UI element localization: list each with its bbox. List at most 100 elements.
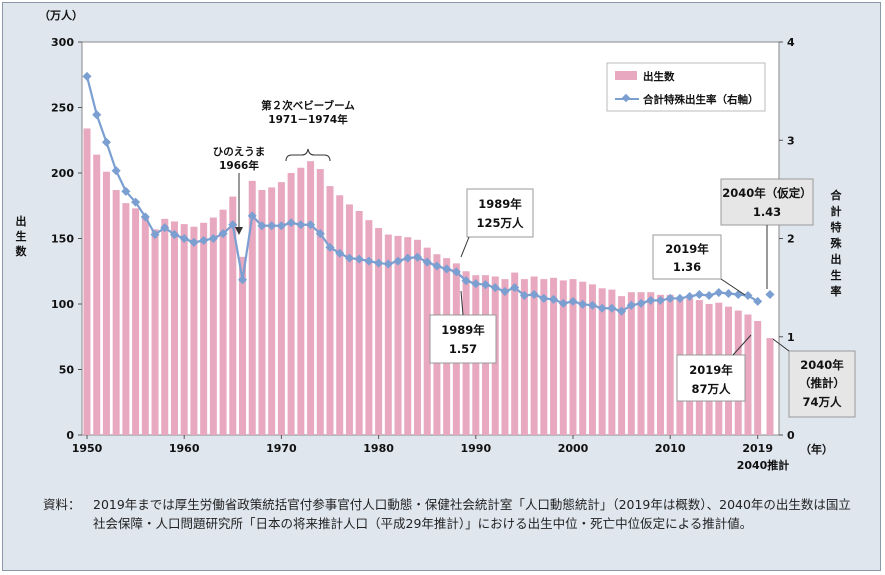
svg-text:率: 率 (831, 284, 842, 298)
bar-1950 (83, 128, 91, 435)
tfr-point-1971 (286, 218, 296, 228)
tfr-point-1964 (218, 229, 228, 239)
y2-tick-label: 4 (787, 36, 795, 49)
bar-1952 (102, 171, 110, 435)
left-unit-label: （万人） (39, 8, 83, 22)
bar-1993 (501, 279, 509, 435)
bar-2002 (588, 284, 596, 435)
svg-text:生: 生 (16, 229, 27, 243)
bar-1982 (394, 235, 402, 435)
source-text: 2019年までは厚生労働省政策統括官付参事官付人口動態・保健社会統計室「人口動態… (93, 497, 851, 531)
bar-1955 (132, 208, 140, 435)
x-tick-label: 1950 (72, 442, 103, 455)
bar-1981 (384, 234, 392, 435)
y-tick-label: 250 (51, 102, 74, 115)
bar-1956 (141, 216, 149, 435)
tfr-point-1961 (189, 237, 199, 247)
tfr-point-2011 (675, 293, 685, 303)
annotation-babyboom: 第２次ベビーブーム 1971－1974年 (261, 99, 355, 162)
svg-text:125万人: 125万人 (476, 216, 524, 230)
source-note: 資料： 2019年までは厚生労働省政策統括官付参事官付人口動態・保健社会統計室「… (43, 495, 863, 533)
bar-1958 (161, 218, 169, 435)
x-tick-2040: 2040推計 (737, 458, 790, 472)
babyboom-line2: 1971－1974年 (268, 113, 348, 126)
bar-2005 (618, 296, 626, 435)
tfr-point-2005 (617, 306, 627, 316)
legend-label-births: 出生数 (643, 70, 675, 83)
hinoeuma-line2: 1966年 (219, 159, 259, 172)
tfr-point-1952 (101, 137, 111, 147)
bar-2003 (598, 288, 606, 435)
annotation-hinoeuma: ひのえうま 1966年 (213, 146, 265, 235)
bar-1963 (209, 217, 217, 435)
y-tick-label: 0 (66, 429, 74, 442)
bar-1960 (180, 224, 188, 435)
bar-1974 (316, 169, 324, 435)
bar-2007 (637, 292, 645, 435)
x-unit-label: （年） (800, 442, 833, 456)
svg-text:2019年: 2019年 (665, 242, 709, 256)
svg-text:（推計）: （推計） (799, 376, 845, 390)
bar-1998 (550, 277, 558, 435)
bar-1971 (287, 173, 295, 435)
legend-swatch-births (615, 71, 637, 80)
svg-text:87万人: 87万人 (691, 382, 731, 396)
bar-1995 (520, 279, 528, 435)
tfr-point-1983 (403, 253, 413, 263)
y-tick-label: 150 (51, 233, 74, 246)
tfr-point-2001 (578, 299, 588, 309)
bar-1970 (277, 182, 285, 435)
svg-text:数: 数 (16, 244, 28, 258)
callout-2019-births: 2019年 87万人 (676, 334, 752, 402)
y2-tick-label: 3 (787, 134, 795, 147)
bar-1977 (345, 204, 353, 435)
x-tick-label: 2010 (655, 442, 686, 455)
bar-1962 (200, 222, 208, 435)
bar-1984 (413, 239, 421, 435)
x-tick-label: 1960 (169, 442, 200, 455)
tfr-point-1953 (111, 166, 121, 176)
tfr-point-2018 (743, 290, 753, 301)
tfr-point-1995 (519, 290, 529, 301)
bar-1954 (122, 203, 130, 435)
bar-1975 (326, 186, 334, 435)
bar-2018 (744, 314, 752, 435)
svg-text:2040年（仮定）: 2040年（仮定） (722, 186, 812, 200)
tfr-point-1984 (412, 252, 423, 262)
y2-tick-label: 1 (787, 331, 795, 344)
tfr-point-1994 (510, 283, 520, 293)
y-tick-label: 200 (51, 167, 74, 180)
y2-tick-label: 2 (787, 233, 795, 246)
legend: 出生数 合計特殊出生率（右軸） (606, 62, 766, 112)
y-tick-label: 50 (59, 364, 75, 377)
bar-1983 (404, 237, 412, 435)
bar-2040推計 (766, 338, 774, 435)
y-axis-label: 出生数 (16, 214, 28, 258)
tfr-point-2016 (723, 288, 734, 299)
svg-text:1989年: 1989年 (478, 197, 522, 211)
tfr-point-2008 (646, 295, 656, 305)
tfr-point-2014 (704, 290, 714, 301)
x-tick-label: 1980 (363, 442, 394, 455)
svg-text:特: 特 (831, 220, 842, 234)
svg-text:1.43: 1.43 (753, 205, 781, 219)
bar-2019 (754, 321, 762, 435)
tfr-point-2007 (636, 298, 646, 308)
svg-text:1989年: 1989年 (441, 323, 485, 337)
bar-1979 (365, 220, 373, 435)
svg-text:殊: 殊 (831, 236, 843, 250)
bar-2006 (627, 292, 635, 435)
bar-2009 (656, 294, 664, 435)
bar-1972 (297, 167, 305, 435)
callout-2019-tfr: 2019年 1.36 (652, 234, 746, 296)
bar-2010 (666, 294, 674, 435)
x-tick-label: 1990 (460, 442, 491, 455)
callout-2040-births: 2040年 （推計） 74万人 (772, 338, 856, 418)
bar-1969 (268, 187, 276, 435)
tfr-point-1963 (208, 233, 218, 244)
callout-2040-tfr: 2040年（仮定） 1.43 (720, 178, 814, 289)
svg-text:74万人: 74万人 (802, 395, 842, 409)
tfr-point-1954 (121, 186, 131, 196)
tfr-point-1955 (131, 197, 141, 207)
babyboom-line1: 第２次ベビーブーム (261, 99, 355, 112)
